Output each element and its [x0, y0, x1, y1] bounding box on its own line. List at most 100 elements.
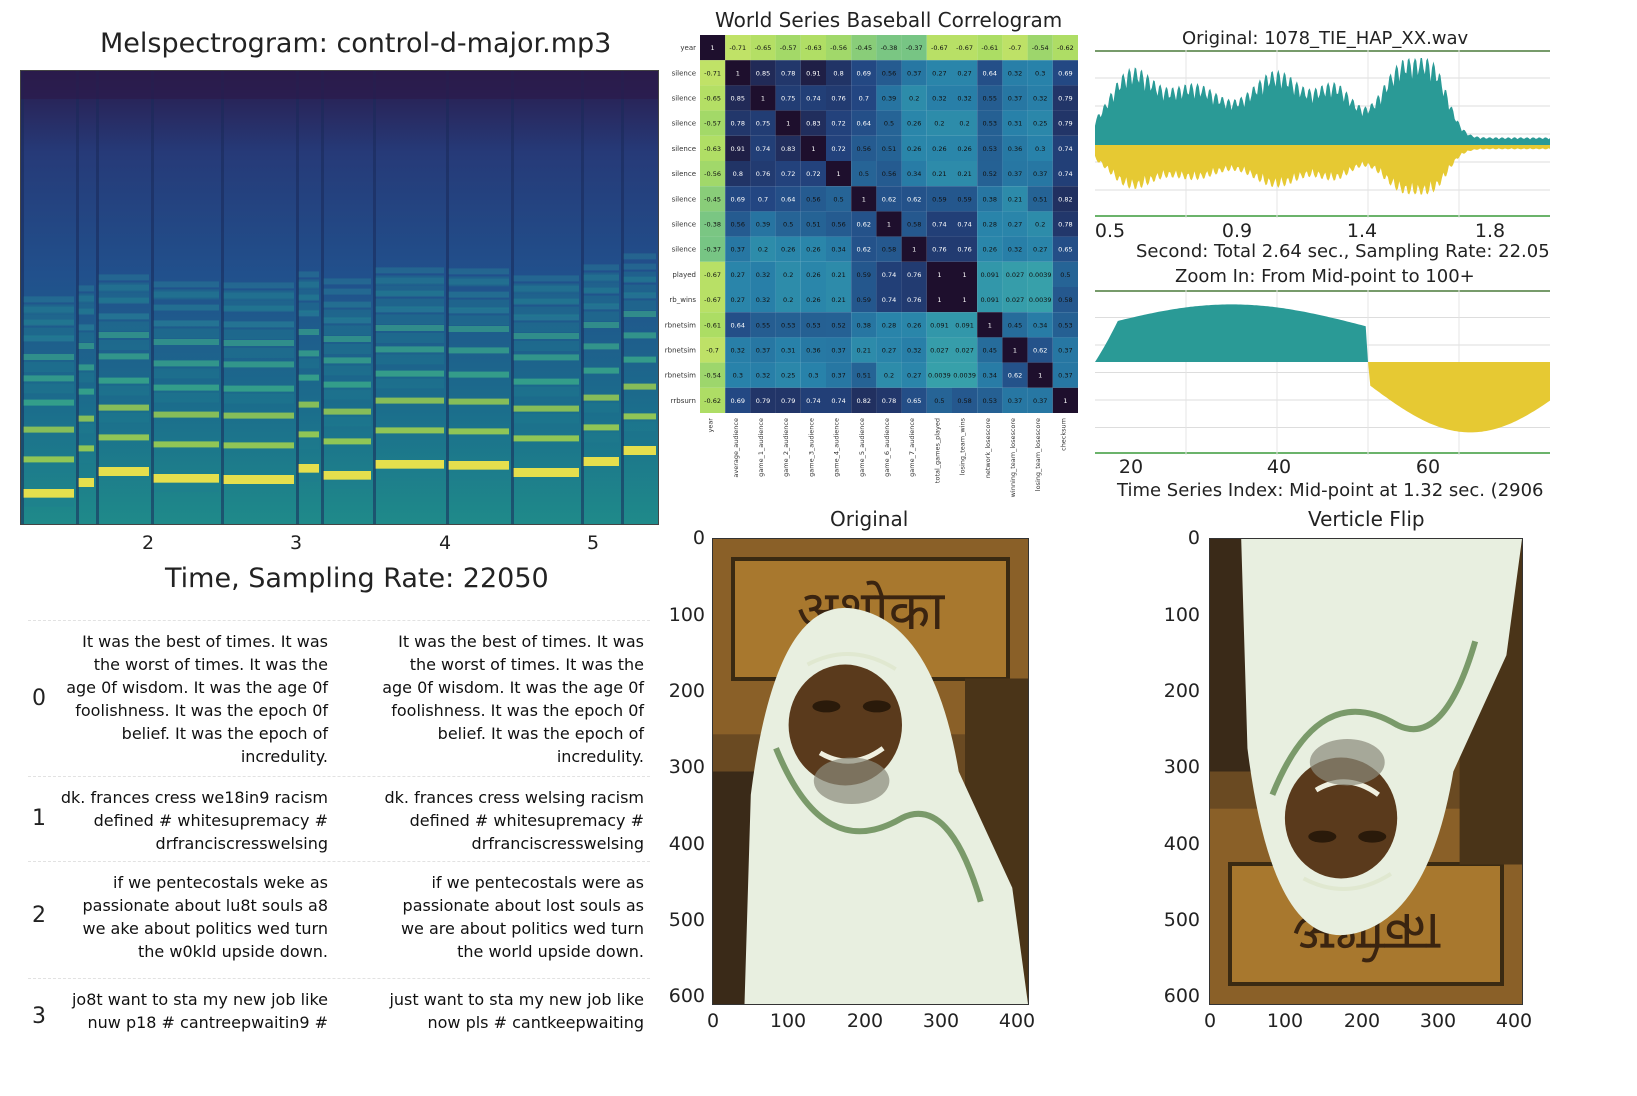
- heatmap-value: 0.091: [980, 271, 999, 279]
- heatmap-value: 0.21: [1008, 195, 1022, 203]
- heatmap-value: 0.27: [882, 347, 896, 355]
- heatmap-cell: [1002, 35, 1028, 61]
- heatmap-row-label: silence: [672, 170, 696, 178]
- heatmap-cell: [1052, 135, 1078, 161]
- heatmap-value: 0.76: [957, 246, 971, 254]
- table-cell-noisy-text: It was the best of times. It was the wor…: [66, 632, 328, 766]
- heatmap-cell: [952, 312, 978, 338]
- heatmap-row-label: rrbsurn: [671, 397, 696, 405]
- image-flip-x-tick: 100: [1266, 1010, 1304, 1032]
- heatmap-value: 0.39: [756, 221, 770, 229]
- wave-original-x-tick: 0.5: [1094, 220, 1126, 242]
- heatmap-cell: [800, 236, 826, 262]
- heatmap-value: 1: [811, 145, 815, 153]
- heatmap-cell: [876, 387, 902, 413]
- table-cell-clean-text: It was the best of times. It was the wor…: [382, 632, 644, 766]
- heatmap-cell: [952, 362, 978, 388]
- heatmap-value: 0.74: [882, 271, 896, 279]
- heatmap-value: 0.62: [882, 195, 896, 203]
- heatmap-cell: [700, 211, 726, 237]
- heatmap-cell: [977, 135, 1003, 161]
- heatmap-cell: [1052, 186, 1078, 212]
- table-cell-clean-text: dk. frances cress welsing racism defined…: [384, 788, 644, 853]
- image-original-y-tick: 400: [668, 833, 705, 855]
- heatmap-cell: [952, 287, 978, 313]
- heatmap-cell: [926, 362, 952, 388]
- heatmap-row-label: silence: [672, 221, 696, 229]
- heatmap-value: 0.37: [1033, 170, 1047, 178]
- heatmap-cell: [1027, 261, 1053, 287]
- image-original-x-tick: 0: [706, 1010, 720, 1032]
- heatmap-cell: [952, 211, 978, 237]
- heatmap-value: 0.59: [932, 195, 946, 203]
- heatmap-cell: [750, 211, 776, 237]
- heatmap-col-label: game_5_audience: [858, 418, 866, 477]
- heatmap-value: 0.5: [859, 170, 869, 178]
- heatmap-cell: [977, 186, 1003, 212]
- image-flip-x-tick: 400: [1495, 1010, 1533, 1032]
- heatmap-value: 0.75: [756, 120, 770, 128]
- wave-zoom-x-label: Time Series Index: Mid-point at 1.32 sec…: [1117, 480, 1544, 501]
- heatmap-cell: [1002, 261, 1028, 287]
- heatmap-cell: [725, 387, 751, 413]
- heatmap-cell: [725, 337, 751, 363]
- heatmap-col-label: game_3_audience: [807, 418, 815, 477]
- heatmap-cell: [1002, 337, 1028, 363]
- heatmap-value: -0.37: [906, 44, 923, 52]
- image-original-y-tick: 100: [668, 604, 705, 626]
- heatmap-value: 0.55: [983, 95, 997, 103]
- heatmap-cell: [977, 337, 1003, 363]
- heatmap-value: 0.25: [781, 372, 795, 380]
- heatmap-cell: [800, 186, 826, 212]
- heatmap-value: 0.27: [1008, 221, 1022, 229]
- heatmap-value: 0.027: [1006, 296, 1025, 304]
- heatmap-value: 0.7: [758, 195, 768, 203]
- heatmap-value: 0.32: [731, 347, 745, 355]
- heatmap-value: 0.37: [731, 246, 745, 254]
- heatmap-value: 0.21: [857, 347, 871, 355]
- table-cell-noisy-text: dk. frances cress we18in9 racism defined…: [60, 788, 328, 853]
- heatmap-row-label: year: [680, 44, 696, 52]
- image-flip-y-tick: 500: [1163, 909, 1200, 931]
- heatmap-value: 0.0039: [1029, 271, 1052, 279]
- heatmap-cell: [1002, 85, 1028, 111]
- heatmap-value: 1: [963, 296, 967, 304]
- heatmap-cell: [901, 161, 927, 187]
- heatmap-value: 0.5: [934, 397, 944, 405]
- heatmap-cell: [977, 387, 1003, 413]
- heatmap-value: 0.85: [756, 69, 770, 77]
- heatmap-value: 1: [937, 271, 941, 279]
- heatmap-value: 0.0039: [1029, 296, 1052, 304]
- heatmap-cell: [851, 236, 877, 262]
- heatmap-value: -0.61: [981, 44, 998, 52]
- heatmap-cell: [876, 261, 902, 287]
- heatmap-cell: [775, 35, 801, 61]
- heatmap-cell: [1027, 337, 1053, 363]
- heatmap-cell: [901, 236, 927, 262]
- heatmap-value: -0.65: [704, 95, 721, 103]
- heatmap-value: 0.76: [907, 296, 921, 304]
- heatmap-row-label: silence: [672, 246, 696, 254]
- image-original-y-tick: 600: [668, 985, 705, 1007]
- heatmap-value: 0.45: [1008, 321, 1022, 329]
- heatmap-cell: [1052, 236, 1078, 262]
- heatmap-value: 0.62: [857, 221, 871, 229]
- heatmap-col-label: average_audience: [732, 418, 740, 478]
- heatmap-cell: [851, 35, 877, 61]
- heatmap-value: 0.37: [1058, 347, 1072, 355]
- heatmap-cell: [1027, 85, 1053, 111]
- heatmap-value: 0.37: [831, 347, 845, 355]
- heatmap-col-label: losing_team_wins: [959, 417, 967, 475]
- heatmap-value: -0.54: [1032, 44, 1049, 52]
- heatmap-value: 0.32: [1008, 246, 1022, 254]
- heatmap-cell: [876, 110, 902, 136]
- heatmap-value: 0.76: [756, 170, 770, 178]
- heatmap-value: 0.5: [783, 221, 793, 229]
- heatmap-value: 0.31: [1008, 120, 1022, 128]
- heatmap-cell: [1027, 60, 1053, 86]
- heatmap-cell: [725, 135, 751, 161]
- heatmap-cell: [700, 85, 726, 111]
- portrait-photo: अशोका: [713, 539, 1028, 1004]
- heatmap-value: 0.2: [783, 296, 793, 304]
- heatmap-value: 0.74: [957, 221, 971, 229]
